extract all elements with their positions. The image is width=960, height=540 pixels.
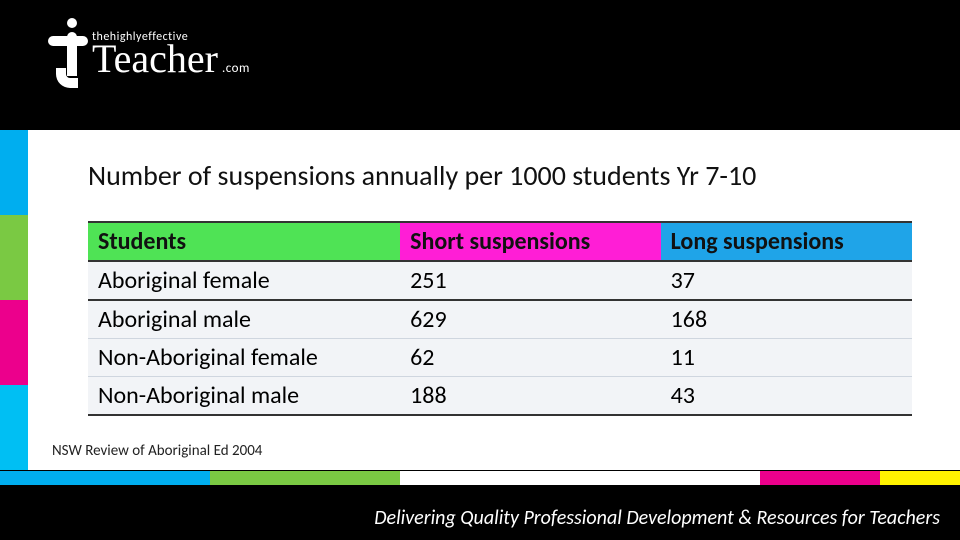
cell: 251 (400, 261, 661, 300)
col-header-long: Long suspensions (661, 222, 912, 261)
bottom-bar (0, 471, 210, 485)
left-bar (0, 215, 28, 300)
content-card: Number of suspensions annually per 1000 … (28, 130, 960, 470)
table-row: Non-Aboriginal male 188 43 (88, 377, 912, 416)
slide-title: Number of suspensions annually per 1000 … (88, 158, 912, 193)
cell: 168 (661, 300, 912, 339)
col-header-short: Short suspensions (400, 222, 661, 261)
logo-suffix: .com (222, 64, 250, 74)
table-row: Non-Aboriginal female 62 11 (88, 339, 912, 377)
cell: Aboriginal male (88, 300, 400, 339)
bottom-bar (400, 471, 760, 485)
left-accent-bars (0, 130, 28, 470)
brand-logo: thehighlyeffective Teacher .com (48, 18, 250, 88)
table-row: Aboriginal female 251 37 (88, 261, 912, 300)
cell: 43 (661, 377, 912, 416)
tagline-text: Delivering Quality Professional Developm… (374, 506, 940, 530)
bottom-bar (880, 471, 960, 485)
teacher-icon (48, 18, 88, 88)
cell: 188 (400, 377, 661, 416)
brand-tagline: Delivering Quality Professional Developm… (374, 506, 940, 530)
left-bar (0, 300, 28, 385)
cell: Non-Aboriginal female (88, 339, 400, 377)
cell: 37 (661, 261, 912, 300)
cell: 62 (400, 339, 661, 377)
left-bar (0, 130, 28, 215)
cell: Non-Aboriginal male (88, 377, 400, 416)
bottom-accent-bars (0, 471, 960, 485)
bottom-bar (760, 471, 880, 485)
table-row: Aboriginal male 629 168 (88, 300, 912, 339)
logo-main: Teacher (92, 43, 218, 75)
left-bar (0, 385, 28, 470)
col-header-students: Students (88, 222, 400, 261)
logo-text: thehighlyeffective Teacher .com (92, 31, 250, 75)
cell: 11 (661, 339, 912, 377)
source-citation: NSW Review of Aboriginal Ed 2004 (52, 442, 262, 460)
suspensions-table: Students Short suspensions Long suspensi… (88, 221, 912, 416)
bottom-bar (210, 471, 400, 485)
cell: Aboriginal female (88, 261, 400, 300)
cell: 629 (400, 300, 661, 339)
